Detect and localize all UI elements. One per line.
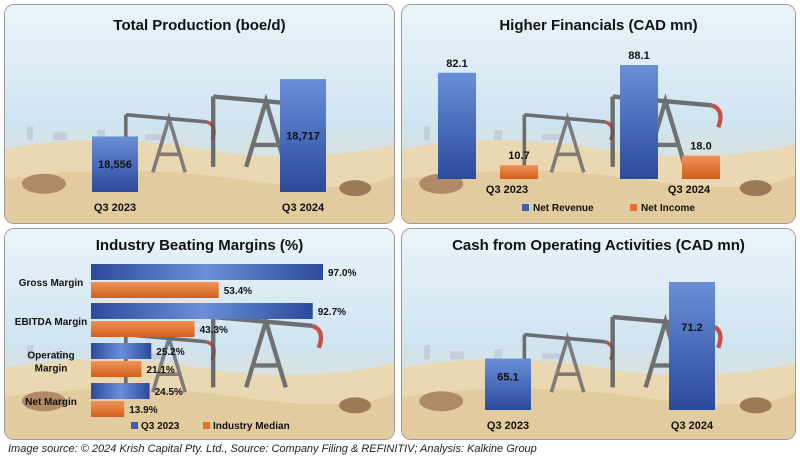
legend-label: Net Revenue (533, 203, 594, 214)
bar-industry-median (91, 401, 125, 417)
rock (21, 391, 66, 412)
x-tick-label: Q3 2024 (282, 202, 325, 214)
bar-cash-operating (485, 358, 531, 410)
panel-cash-operating: Cash from Operating Activities (CAD mn) … (401, 228, 796, 440)
category-label: Margin (35, 364, 68, 375)
category-label: EBITDA Margin (15, 317, 87, 328)
bar-net-revenue (438, 72, 476, 179)
data-label: 18.0 (690, 141, 711, 153)
legend-swatch (131, 422, 138, 429)
data-label: 71.2 (681, 322, 702, 334)
bar-industry-median (91, 321, 195, 337)
bar-production (280, 79, 326, 192)
panel-title: Higher Financials (CAD mn) (499, 17, 698, 34)
legend-swatch (522, 204, 529, 211)
data-label: 53.4% (224, 286, 252, 297)
pumpjack (210, 313, 324, 389)
bar-cash-operating (669, 282, 715, 410)
data-label: 88.1 (628, 50, 649, 62)
data-label: 13.9% (129, 405, 157, 416)
rock (21, 173, 66, 194)
x-tick-label: Q3 2023 (487, 420, 529, 432)
bar-net-income (682, 155, 720, 179)
panel-total-production: Total Production (boe/d) 18,556 Q3 2023 18… (4, 4, 395, 224)
bar-production (92, 136, 138, 192)
panel-title: Cash from Operating Activities (CAD mn) (452, 237, 745, 254)
data-label: 18,717 (286, 131, 320, 143)
rock (339, 180, 372, 197)
legend-swatch (203, 422, 210, 429)
x-tick-label: Q3 2024 (668, 184, 711, 196)
bar-industry-median (91, 361, 142, 377)
data-label: 18,556 (98, 159, 132, 171)
data-label: 24.5% (155, 387, 183, 398)
data-label: 43.3% (200, 325, 228, 336)
panel-title: Total Production (boe/d) (113, 17, 286, 34)
legend-label: Net Income (641, 203, 695, 214)
category-label: Gross Margin (19, 278, 83, 289)
bar-q3-2023 (91, 383, 150, 399)
data-label: 21.1% (146, 365, 174, 376)
legend-label: Q3 2023 (141, 421, 180, 432)
legend-label: Industry Median (213, 421, 290, 432)
bar-industry-median (91, 282, 219, 298)
chart-total-production: 18,556 Q3 2023 18,717 Q3 2024 (92, 79, 326, 214)
panel-industry-margins: Industry Beating Margins (%) Gross Margi… (4, 228, 395, 440)
rock (419, 391, 464, 412)
x-tick-label: Q3 2023 (486, 184, 528, 196)
panel-title: Industry Beating Margins (%) (95, 237, 304, 254)
bar-q3-2023 (91, 303, 313, 319)
rock (339, 397, 372, 414)
chart-cash-operating: 65.1 Q3 2023 71.2 Q3 2024 (485, 282, 715, 432)
rock (739, 180, 772, 197)
x-tick-label: Q3 2024 (671, 420, 714, 432)
data-label: 25.2% (156, 347, 184, 358)
image-source-footer: Image source: © 2024 Krish Capital Pty. … (8, 443, 537, 455)
category-label: Operating (27, 351, 74, 362)
data-label: 82.1 (446, 58, 467, 70)
data-label: 97.0% (328, 268, 356, 279)
rock (739, 397, 772, 414)
chart-industry-margins: Gross Margin EBITDA Margin Operating Margin… (15, 264, 356, 432)
bar-net-revenue (620, 65, 658, 179)
data-label: 65.1 (497, 372, 518, 384)
bar-q3-2023 (91, 264, 323, 280)
legend-swatch (630, 204, 637, 211)
data-label: 92.7% (318, 307, 346, 318)
chart-higher-financials: 82.1 88.1 10.7 18.0 Q3 2023 Q3 2024 Net Revenu… (438, 50, 720, 214)
bar-net-income (500, 165, 538, 179)
sand-dune (402, 170, 795, 223)
panel-higher-financials: Higher Financials (CAD mn) 82.1 88.1 10.7 1… (401, 4, 796, 224)
x-tick-label: Q3 2023 (94, 202, 136, 214)
factory-silhouette (412, 345, 795, 360)
category-label: Net Margin (25, 397, 77, 408)
data-label: 10.7 (508, 150, 529, 162)
bar-q3-2023 (91, 343, 152, 359)
